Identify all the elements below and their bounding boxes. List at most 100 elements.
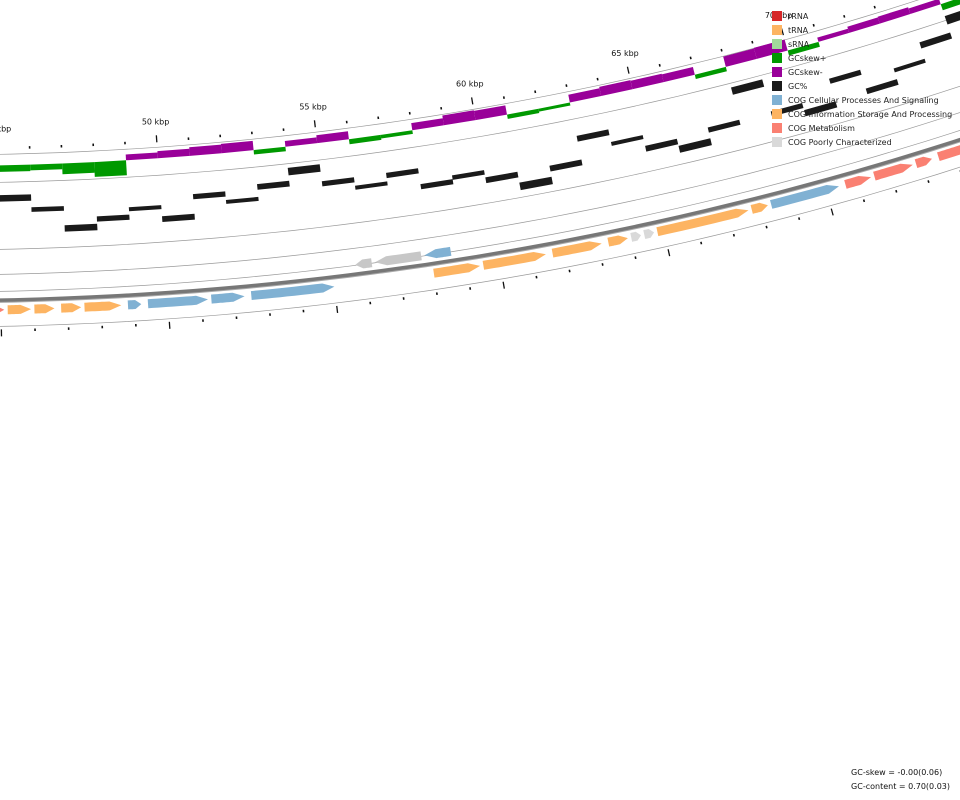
gc-skew-stat: GC-skew = -0.00(0.06) bbox=[851, 768, 943, 777]
gc-skew-positive-bar bbox=[94, 160, 127, 177]
legend-item: COG Information Storage And Processing bbox=[772, 107, 952, 121]
reverse-strand-features bbox=[355, 246, 452, 269]
gc-skew-positive-bar bbox=[0, 164, 31, 172]
major-tick bbox=[502, 281, 505, 289]
tick-label: 65 kbp bbox=[611, 49, 639, 58]
track-guide-lines bbox=[0, 0, 960, 327]
gc-skew-negative-bar bbox=[599, 80, 633, 96]
gc-skew-negative-bar bbox=[723, 48, 757, 67]
gene-arrow bbox=[482, 252, 546, 270]
backbone-ring bbox=[0, 137, 960, 303]
gene-arrow bbox=[844, 176, 872, 189]
gc-content-bar bbox=[485, 171, 519, 184]
gene-arrow bbox=[250, 283, 335, 300]
gc-content-bar bbox=[257, 180, 290, 190]
gc-content-bar bbox=[192, 191, 226, 200]
tick-label: 55 kbp bbox=[299, 102, 327, 111]
gc-content-bar bbox=[919, 32, 953, 49]
gc-skew-positive-bar bbox=[787, 41, 820, 56]
legend-label: GCskew+ bbox=[788, 53, 827, 63]
gc-content-bar bbox=[707, 119, 741, 133]
gene-arrow bbox=[84, 301, 122, 312]
gene-arrow bbox=[873, 163, 913, 181]
legend-item: GC% bbox=[772, 79, 952, 93]
minor-tick bbox=[751, 40, 754, 44]
minor-tick bbox=[927, 180, 930, 183]
gene-arrow bbox=[127, 300, 142, 310]
gc-content-bar bbox=[829, 69, 862, 84]
legend-label: sRNA bbox=[788, 39, 810, 49]
tick-label: 50 kbp bbox=[142, 117, 170, 126]
minor-tick bbox=[765, 225, 768, 229]
gc-content-bar bbox=[576, 129, 610, 142]
gene-arrow bbox=[607, 235, 628, 247]
guide-ring bbox=[0, 166, 960, 327]
gc-skew-positive-bar bbox=[694, 66, 727, 79]
gc-skew-negative-bar bbox=[284, 137, 318, 147]
gc-content-bar bbox=[64, 223, 98, 232]
legend-label: rRNA bbox=[788, 11, 809, 21]
tick-label: 45 kbp bbox=[0, 124, 11, 133]
gc-skew-negative-bar bbox=[125, 152, 158, 161]
tick-label: 60 kbp bbox=[456, 80, 484, 89]
gc-content-track bbox=[0, 10, 960, 232]
gc-skew-negative-bar bbox=[220, 140, 254, 154]
gene-arrow bbox=[433, 263, 481, 278]
legend-swatch-icon bbox=[772, 53, 782, 63]
gc-content-bar bbox=[321, 177, 355, 187]
legend-swatch-icon bbox=[772, 123, 782, 133]
legend-swatch-icon bbox=[772, 25, 782, 35]
legend-label: COG Information Storage And Processing bbox=[788, 109, 953, 119]
minor-tick bbox=[812, 23, 815, 27]
gc-skew-negative-bar bbox=[568, 88, 602, 103]
gc-content-bar bbox=[96, 214, 130, 222]
gene-arrow bbox=[0, 307, 5, 313]
minor-tick bbox=[596, 77, 599, 81]
gc-content-bar bbox=[452, 170, 485, 180]
inner-tick-ruler bbox=[28, 5, 876, 149]
gc-skew-negative-bar bbox=[817, 28, 850, 42]
major-tick bbox=[470, 97, 474, 105]
gene-arrow bbox=[937, 145, 960, 161]
minor-tick bbox=[873, 5, 876, 9]
gene-arrow bbox=[355, 258, 373, 269]
legend-label: COG Cellular Processes And Signaling bbox=[788, 95, 939, 105]
gc-content-bar bbox=[128, 205, 162, 212]
gene-arrow bbox=[914, 156, 932, 168]
legend-swatch-icon bbox=[772, 39, 782, 49]
guide-ring bbox=[0, 112, 960, 275]
gc-content-bar bbox=[645, 138, 679, 152]
genome-backbone bbox=[0, 137, 960, 303]
gc-content-bar bbox=[678, 138, 712, 153]
gc-skew-negative-bar bbox=[847, 17, 880, 33]
gc-skew-negative-bar bbox=[877, 7, 911, 24]
minor-tick bbox=[658, 63, 661, 67]
gc-skew-positive-bar bbox=[538, 102, 571, 112]
gc-skew-negative-bar bbox=[411, 118, 444, 131]
gc-content-bar bbox=[355, 181, 388, 190]
gc-skew-positive-bar bbox=[62, 162, 95, 175]
gene-arrow bbox=[750, 202, 768, 214]
forward-strand-features bbox=[0, 145, 960, 315]
legend-label: tRNA bbox=[788, 25, 809, 35]
legend-swatch-icon bbox=[772, 11, 782, 21]
gc-skew-positive-bar bbox=[940, 0, 960, 11]
gc-content-bar bbox=[287, 164, 321, 176]
gc-content-bar bbox=[31, 206, 64, 212]
minor-tick bbox=[689, 56, 692, 60]
gc-skew-positive-bar bbox=[380, 130, 413, 139]
minor-tick bbox=[862, 199, 866, 203]
gc-content-bar bbox=[386, 168, 419, 179]
minor-tick bbox=[634, 256, 637, 260]
guide-ring bbox=[0, 15, 960, 183]
minor-tick bbox=[843, 14, 846, 18]
legend-swatch-icon bbox=[772, 67, 782, 77]
minor-tick bbox=[700, 241, 703, 245]
gc-skew-negative-bar bbox=[473, 105, 507, 121]
minor-tick bbox=[720, 48, 723, 52]
legend-item: COG Cellular Processes And Signaling bbox=[772, 93, 952, 107]
legend: rRNA tRNA sRNA GCskew+ GCskew- GC% COG Cellula… bbox=[772, 9, 952, 149]
gc-skew-track bbox=[0, 0, 960, 177]
gc-skew-positive-bar bbox=[253, 146, 286, 155]
